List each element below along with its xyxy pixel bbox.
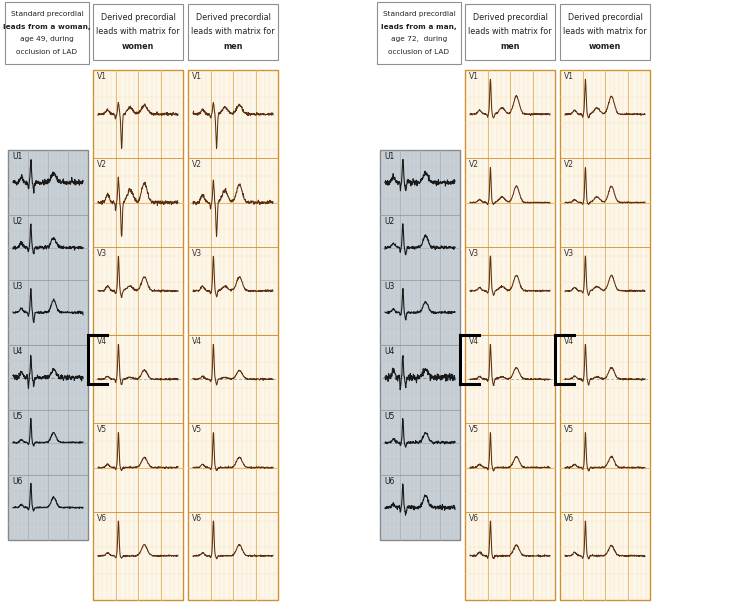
Text: U6: U6 [384,477,394,486]
Text: leads from a woman,: leads from a woman, [3,24,91,30]
Text: V5: V5 [564,425,574,435]
Text: V6: V6 [97,513,107,523]
Bar [93,70,183,600]
Bar [5,2,89,64]
Text: V3: V3 [192,248,202,258]
Text: U4: U4 [384,347,394,356]
Text: Derived precordial: Derived precordial [567,13,642,21]
Text: leads with matrix for: leads with matrix for [191,28,275,37]
Text: U1: U1 [384,152,394,161]
Text: U3: U3 [12,282,23,291]
Text: U3: U3 [384,282,394,291]
Text: V2: V2 [192,160,202,170]
Text: U2: U2 [12,217,22,226]
Text: leads from a man,: leads from a man, [381,24,457,30]
Text: V4: V4 [469,337,479,346]
Text: Standard precordial: Standard precordial [10,12,84,17]
Text: U5: U5 [12,412,23,421]
Text: V2: V2 [564,160,574,170]
Text: V6: V6 [192,513,202,523]
Bar [560,70,650,600]
Bar [465,4,555,60]
Text: U5: U5 [384,412,394,421]
Text: Standard precordial: Standard precordial [383,12,455,17]
Text: Derived precordial: Derived precordial [100,13,175,21]
Text: V2: V2 [469,160,479,170]
Text: women: women [122,42,154,51]
Text: V5: V5 [192,425,202,435]
Text: leads with matrix for: leads with matrix for [96,28,180,37]
Text: occlusion of LAD: occlusion of LAD [17,48,78,54]
Text: U2: U2 [384,217,394,226]
Text: V1: V1 [469,72,479,81]
Bar [377,2,461,64]
Text: V6: V6 [564,513,574,523]
Text: leads with matrix for: leads with matrix for [563,28,647,37]
Text: occlusion of LAD: occlusion of LAD [388,48,449,54]
Text: Derived precordial: Derived precordial [196,13,270,21]
Text: V5: V5 [469,425,479,435]
Text: U6: U6 [12,477,23,486]
Text: V1: V1 [97,72,107,81]
Bar [8,150,88,540]
Text: V3: V3 [97,248,107,258]
Bar [465,70,555,600]
Text: leads with matrix for: leads with matrix for [468,28,552,37]
Text: men: men [224,42,243,51]
Text: V3: V3 [469,248,479,258]
Text: men: men [500,42,520,51]
Bar [188,4,278,60]
Text: V4: V4 [564,337,574,346]
Bar [380,150,460,540]
Bar [93,4,183,60]
Text: age 72,  during: age 72, during [391,36,447,42]
Text: V6: V6 [469,513,479,523]
Text: V4: V4 [97,337,107,346]
Text: women: women [589,42,621,51]
Text: V1: V1 [564,72,574,81]
Text: Derived precordial: Derived precordial [473,13,548,21]
Text: V3: V3 [564,248,574,258]
Bar [560,4,650,60]
Text: age 49, during: age 49, during [20,36,74,42]
Text: V4: V4 [192,337,202,346]
Text: V2: V2 [97,160,107,170]
Text: U1: U1 [12,152,22,161]
Text: U4: U4 [12,347,23,356]
Bar [188,70,278,600]
Text: V5: V5 [97,425,107,435]
Text: V1: V1 [192,72,202,81]
